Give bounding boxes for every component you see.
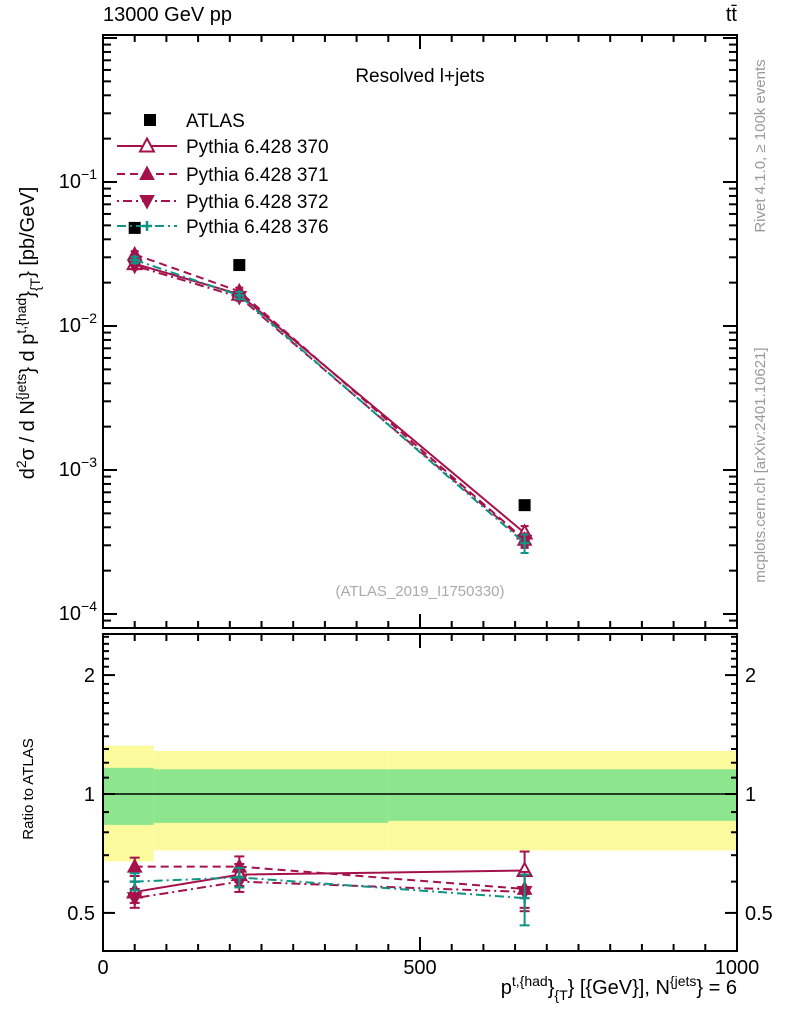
main-y-tick-label: 10−2 — [59, 310, 97, 337]
filled-triangle-marker — [139, 164, 155, 180]
x-tick-label: 500 — [403, 957, 436, 979]
ratio-uncertainty-bands — [103, 745, 737, 862]
legend-label-pythia-371: Pythia 6.428 371 — [186, 165, 329, 186]
axis-ticks — [102, 35, 738, 951]
cross-marker — [129, 254, 530, 554]
x-tick-label: 1000 — [715, 957, 760, 979]
legend-marker-pythia-376 — [117, 215, 177, 242]
ratio-series-3 — [126, 870, 533, 913]
main-series-line-2 — [134, 253, 526, 541]
main-series-3 — [126, 259, 533, 550]
legend-item-pythia-370: Pythia 6.428 370 — [117, 135, 329, 162]
cross-marker — [117, 220, 177, 231]
panel-title: Resolved l+jets — [355, 66, 485, 87]
legend-marker-pythia-371 — [117, 163, 177, 190]
main-series-line-4 — [134, 258, 526, 544]
beam-energy-label: 13000 GeV pp — [103, 4, 232, 26]
ratio-y-tick-label-right: 2 — [745, 665, 756, 687]
green-band-segment — [388, 769, 737, 821]
filled-triangle-marker — [126, 858, 143, 873]
legend-label-pythia-372: Pythia 6.428 372 — [186, 192, 329, 213]
inverted-triangle-marker — [139, 194, 155, 210]
legend-sample — [144, 113, 156, 126]
open-triangle-marker — [138, 135, 156, 152]
atlas-data-point — [144, 113, 156, 126]
legend-label-pythia-376: Pythia 6.428 376 — [186, 217, 329, 238]
legend-marker-atlas — [117, 109, 177, 136]
main-series-2 — [126, 245, 533, 548]
ratio-y-tick-label-right: 1 — [745, 784, 756, 806]
ratio-y-tick-label-right: 0.5 — [745, 903, 773, 925]
legend-sample — [117, 194, 177, 210]
main-y-tick-label: 10−3 — [59, 454, 97, 481]
rivet-version-caption: Rivet 4.1.0, ≥ 100k events — [752, 59, 769, 233]
cross-marker — [129, 866, 530, 927]
green-band-segment — [153, 769, 389, 823]
green-band-segment — [103, 767, 154, 825]
main-series-line-3 — [134, 264, 526, 542]
ratio-y-tick-label-left: 2 — [84, 665, 95, 687]
legend-label-atlas: ATLAS — [186, 111, 245, 132]
tick-labels: 10−1 10−2 10−3 10−4 0 500 1000 0.5 0.5 1 1 2 2 — [59, 166, 773, 979]
legend-item-atlas: ATLAS — [117, 111, 245, 133]
mcplots-caption: mcplots.cern.ch [arXiv:2401.10621] — [752, 347, 769, 583]
legend-label-pythia-370: Pythia 6.428 370 — [186, 137, 329, 158]
main-series-1 — [126, 254, 534, 542]
legend-item-pythia-376: Pythia 6.428 376 — [117, 217, 329, 239]
analysis-watermark: (ATLAS_2019_I1750330) — [335, 583, 505, 600]
legend-sample — [117, 164, 177, 180]
legend-marker-pythia-372 — [117, 190, 177, 217]
main-series-0 — [128, 221, 531, 512]
atlas-data-point — [518, 499, 531, 512]
ratio-series-line-4 — [134, 876, 525, 900]
ratio-y-tick-label-left: 1 — [84, 784, 95, 806]
legend-sample — [117, 135, 177, 152]
main-y-tick-label: 10−1 — [59, 166, 97, 193]
main-y-tick-label: 10−4 — [59, 598, 97, 625]
y-axis-label: d2σ / d N{jets} d pt,{had}{T} [pb/GeV] — [13, 186, 43, 480]
ratio-axis-label: Ratio to ATLAS — [20, 738, 37, 840]
legend-marker-pythia-370 — [117, 135, 177, 162]
main-series-line-1 — [134, 262, 526, 534]
atlas-data-point — [233, 259, 246, 272]
ratio-y-tick-label-left: 0.5 — [67, 903, 95, 925]
process-label: tt̄ — [725, 4, 737, 26]
x-tick-label: 0 — [97, 957, 108, 979]
x-axis-label: pt,{had}{T} [{GeV}], N{jets} = 6 — [500, 973, 737, 1003]
inverted-triangle-marker — [126, 892, 143, 907]
legend-item-pythia-371: Pythia 6.428 371 — [117, 163, 329, 190]
legend-item-pythia-372: Pythia 6.428 372 — [117, 192, 329, 214]
